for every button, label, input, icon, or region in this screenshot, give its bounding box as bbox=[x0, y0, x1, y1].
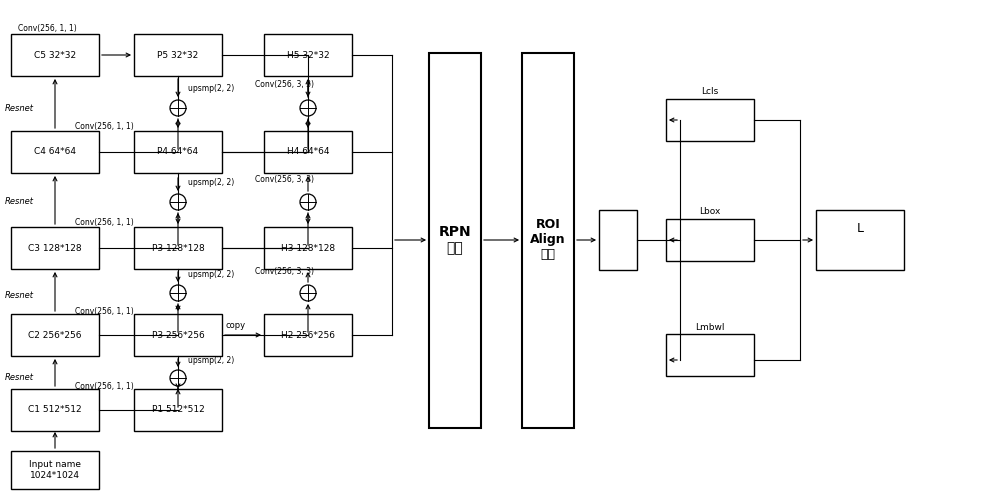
Text: RPN
网络: RPN 网络 bbox=[439, 225, 471, 255]
Bar bbox=[429, 52, 481, 428]
Text: C4 64*64: C4 64*64 bbox=[34, 147, 76, 156]
Text: C3 128*128: C3 128*128 bbox=[28, 243, 82, 253]
Text: Resnet: Resnet bbox=[5, 291, 34, 299]
Text: Resnet: Resnet bbox=[5, 104, 34, 113]
Text: H3 128*128: H3 128*128 bbox=[281, 243, 335, 253]
Text: Lmbwl: Lmbwl bbox=[695, 323, 725, 332]
Text: P3 256*256: P3 256*256 bbox=[152, 330, 204, 340]
Bar bbox=[666, 334, 754, 376]
Bar bbox=[11, 451, 99, 489]
Text: P4 64*64: P4 64*64 bbox=[157, 147, 199, 156]
Text: P3 128*128: P3 128*128 bbox=[152, 243, 204, 253]
Text: Conv(256, 3, 3): Conv(256, 3, 3) bbox=[255, 175, 314, 184]
Bar bbox=[134, 389, 222, 431]
Text: Conv(256, 1, 1): Conv(256, 1, 1) bbox=[75, 218, 134, 227]
Text: H5 32*32: H5 32*32 bbox=[287, 50, 329, 59]
Bar bbox=[134, 227, 222, 269]
Bar bbox=[264, 227, 352, 269]
Text: upsmp(2, 2): upsmp(2, 2) bbox=[188, 178, 234, 187]
Text: Resnet: Resnet bbox=[5, 374, 34, 382]
Bar bbox=[816, 210, 904, 270]
Text: Conv(256, 3, 3): Conv(256, 3, 3) bbox=[255, 80, 314, 89]
Text: P5 32*32: P5 32*32 bbox=[157, 50, 199, 59]
Text: C1 512*512: C1 512*512 bbox=[28, 405, 82, 414]
Bar bbox=[11, 34, 99, 76]
Bar bbox=[264, 314, 352, 356]
Text: P1 512*512: P1 512*512 bbox=[152, 405, 204, 414]
Text: H4 64*64: H4 64*64 bbox=[287, 147, 329, 156]
Bar bbox=[522, 52, 574, 428]
Text: Lcls: Lcls bbox=[701, 87, 719, 96]
Bar bbox=[264, 131, 352, 173]
Text: Input name
1024*1024: Input name 1024*1024 bbox=[29, 460, 81, 480]
Bar bbox=[666, 99, 754, 141]
Bar bbox=[11, 131, 99, 173]
Bar bbox=[264, 34, 352, 76]
Bar bbox=[134, 314, 222, 356]
Bar bbox=[599, 210, 637, 270]
Text: H2 256*256: H2 256*256 bbox=[281, 330, 335, 340]
Text: Lbox: Lbox bbox=[699, 207, 721, 216]
Bar bbox=[11, 227, 99, 269]
Text: Conv(256, 1, 1): Conv(256, 1, 1) bbox=[75, 307, 134, 316]
Text: Conv(256, 3, 3): Conv(256, 3, 3) bbox=[255, 267, 314, 276]
Text: ROI
Align
网络: ROI Align 网络 bbox=[530, 218, 566, 262]
Text: Conv(256, 1, 1): Conv(256, 1, 1) bbox=[75, 122, 134, 131]
Text: Conv(256, 1, 1): Conv(256, 1, 1) bbox=[75, 382, 134, 391]
Text: upsmp(2, 2): upsmp(2, 2) bbox=[188, 270, 234, 279]
Text: upsmp(2, 2): upsmp(2, 2) bbox=[188, 84, 234, 93]
Text: L: L bbox=[856, 221, 864, 234]
Text: Resnet: Resnet bbox=[5, 198, 34, 207]
Text: upsmp(2, 2): upsmp(2, 2) bbox=[188, 356, 234, 365]
Text: copy: copy bbox=[226, 320, 246, 329]
Bar bbox=[666, 219, 754, 261]
Bar bbox=[134, 131, 222, 173]
Bar bbox=[11, 314, 99, 356]
Text: C2 256*256: C2 256*256 bbox=[28, 330, 82, 340]
Bar bbox=[134, 34, 222, 76]
Text: C5 32*32: C5 32*32 bbox=[34, 50, 76, 59]
Bar bbox=[11, 389, 99, 431]
Text: Conv(256, 1, 1): Conv(256, 1, 1) bbox=[18, 24, 77, 33]
